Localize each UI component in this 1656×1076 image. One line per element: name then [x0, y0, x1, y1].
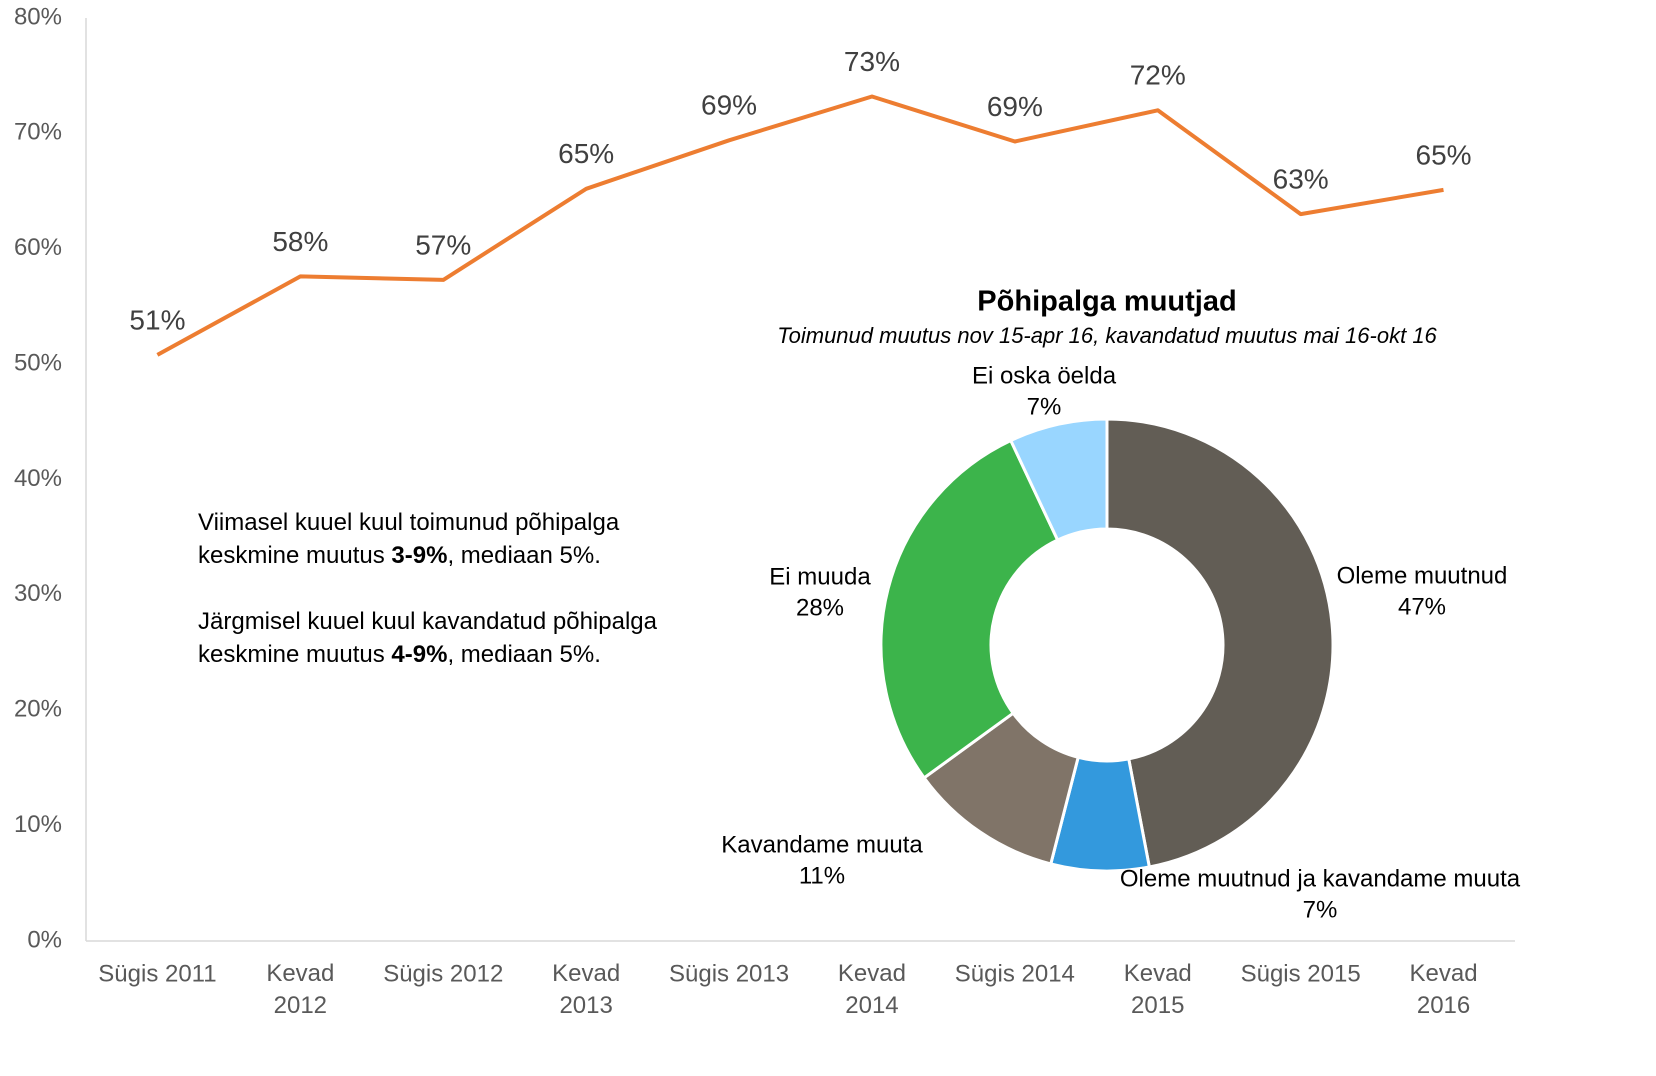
y-tick-label: 40%: [14, 465, 62, 492]
x-tick-label: Kevad 2015: [1124, 960, 1192, 1019]
y-tick-label: 0%: [27, 926, 62, 953]
line: [156, 94, 1444, 357]
x-tick-label: Kevad 2016: [1410, 960, 1478, 1019]
y-tick-label: 20%: [14, 696, 62, 723]
annotation-paragraph: Järgmisel kuuel kuul kavandatud põhipalg…: [198, 605, 668, 671]
x-tick-line: 2016: [1417, 992, 1470, 1019]
y-tick-label: 50%: [14, 349, 62, 376]
y-tick-label: 60%: [14, 234, 62, 261]
y-tick-label: 70%: [14, 119, 62, 146]
y-tick-label: 80%: [14, 3, 62, 30]
data-label: 72%: [1130, 60, 1186, 91]
x-tick-line: 2012: [274, 992, 327, 1019]
slice-label: Kavandame muuta: [721, 831, 923, 858]
x-tick-line: 2014: [845, 992, 898, 1019]
x-tick-line: Kevad: [1124, 960, 1192, 987]
slice-value: 7%: [1027, 393, 1062, 420]
x-tick-label: Sügis 2013: [669, 960, 789, 987]
slice-value: 28%: [796, 594, 844, 621]
annotation-paragraph: Viimasel kuuel kuul toimunud põhipalga k…: [198, 506, 668, 572]
donut-subtitle: Toimunud muutus nov 15-apr 16, kavandatu…: [777, 323, 1437, 348]
data-label: 69%: [987, 91, 1043, 122]
slice-value: 7%: [1303, 896, 1338, 923]
x-tick-line: Kevad: [552, 960, 620, 987]
slice-label: Oleme muutnud ja kavandame muuta: [1120, 865, 1521, 892]
donut-title: Põhipalga muutjad: [977, 286, 1236, 318]
data-label: 58%: [272, 226, 328, 257]
x-tick-label: Sügis 2014: [955, 960, 1075, 987]
x-tick-label: Sügis 2011: [98, 960, 216, 987]
data-label: 51%: [129, 304, 185, 335]
x-tick-line: 2013: [559, 992, 612, 1019]
x-tick-label: Sügis 2015: [1241, 960, 1361, 987]
donut-slice: [879, 438, 1060, 780]
data-label: 73%: [844, 46, 900, 77]
slice-label: Ei oska öelda: [972, 362, 1117, 389]
slice-value: 47%: [1398, 593, 1446, 620]
x-tick-label: Sügis 2012: [383, 960, 503, 987]
slice-label: Ei muuda: [769, 563, 871, 590]
data-label: 69%: [701, 90, 757, 121]
annotation: Viimasel kuuel kuul toimunud põhipalga k…: [198, 506, 668, 704]
x-tick-line: Kevad: [838, 960, 906, 987]
x-tick-line: 2015: [1131, 992, 1184, 1019]
donut-slice: [1008, 417, 1109, 543]
annotation-text: 3-9%: [391, 542, 448, 569]
y-tick-label: 10%: [14, 811, 62, 838]
x-tick-label: Kevad 2013: [552, 960, 620, 1019]
x-tick-line: Kevad: [1410, 960, 1478, 987]
data-label: 65%: [558, 138, 614, 169]
annotation-text: Viimasel kuuel kuul toimunud põhipalga k…: [198, 509, 620, 569]
data-label: 57%: [415, 229, 471, 260]
y-tick-label: 30%: [14, 580, 62, 607]
x-tick-label: Kevad 2014: [838, 960, 906, 1019]
x-tick-label: Kevad 2012: [266, 960, 334, 1019]
x-tick-line: Kevad: [266, 960, 334, 987]
annotation-text: Järgmisel kuuel kuul kavandatud põhipalg…: [198, 608, 657, 668]
data-label: 65%: [1416, 139, 1472, 170]
annotation-text: 4-9%: [391, 641, 448, 668]
data-label: 63%: [1273, 164, 1329, 195]
donut-slice: [1105, 417, 1335, 869]
annotation-text: , mediaan 5%.: [447, 542, 601, 569]
annotation-text: , mediaan 5%.: [447, 641, 601, 668]
slice-value: 11%: [799, 862, 845, 889]
slice-label: Oleme muutnud: [1337, 562, 1508, 589]
